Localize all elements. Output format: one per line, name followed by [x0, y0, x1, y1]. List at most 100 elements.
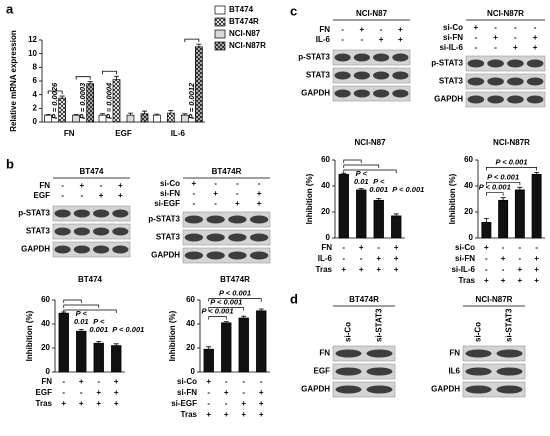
treatment-sign: -: [475, 33, 478, 42]
annotation: P <: [356, 169, 368, 178]
treatment-sign: +: [474, 23, 479, 32]
error-bar: [45, 114, 51, 116]
treatment-sign: +: [518, 265, 523, 274]
y-tick-label: 0: [33, 117, 38, 126]
blot-band: [249, 233, 269, 242]
blot-band: [496, 367, 523, 376]
treatment-label: si-Co: [455, 243, 475, 252]
y-tick-label: 60: [186, 295, 195, 304]
chart-title: BT474: [78, 275, 103, 284]
treatment-sign: -: [61, 191, 64, 200]
bar: [93, 342, 104, 373]
blot-title: BT474R: [349, 295, 379, 304]
treatment-sign: -: [341, 35, 344, 44]
blot-band: [526, 77, 544, 86]
treatment-sign: -: [236, 189, 239, 198]
blot-band: [353, 53, 370, 62]
bar: [152, 114, 161, 123]
bracket: [343, 169, 397, 173]
blot-band: [507, 77, 524, 86]
blot-band: [334, 71, 351, 80]
blot-strip: [465, 55, 546, 72]
lane-label: si-STAT3: [505, 308, 514, 342]
treatment-sign: -: [225, 377, 228, 386]
error-bar: [500, 197, 506, 201]
treatment-label: Tras: [181, 410, 198, 419]
treatment-sign: -: [342, 243, 345, 252]
treatment-sign: -: [80, 388, 83, 397]
blot-band: [366, 367, 393, 376]
chart-title: NCI-N87R: [493, 138, 530, 147]
treatment-sign: -: [519, 243, 522, 252]
blot-band: [249, 215, 269, 224]
error-bar: [517, 186, 523, 190]
y-tick-label: 2: [33, 103, 38, 112]
annotation: P <: [373, 177, 385, 186]
treatment-sign: +: [394, 265, 399, 274]
treatment-sign: -: [485, 254, 488, 263]
bar: [58, 97, 67, 123]
bracket: [343, 164, 380, 168]
treatment-sign: +: [259, 410, 264, 419]
error-bar: [393, 213, 399, 216]
treatment-label: Tras: [36, 399, 53, 408]
error-bar: [87, 81, 93, 84]
blot-band: [366, 349, 393, 358]
blot-band: [467, 59, 485, 68]
treatment-label: FN: [319, 25, 330, 34]
blot-band: [206, 233, 225, 242]
legend-label: NCI-N87: [229, 29, 261, 38]
bracket: [184, 38, 200, 43]
error-bar: [258, 308, 264, 311]
blot-strip: [182, 247, 271, 264]
treatment-sign: +: [257, 189, 262, 198]
blot-row-label: STAT3: [156, 233, 181, 242]
bar: [140, 113, 149, 123]
y-tick-label: 8: [33, 62, 38, 71]
blot-row-label: GAPDH: [431, 385, 460, 394]
blot-row-label: p-STAT3: [431, 59, 463, 68]
bracket: [486, 167, 537, 171]
y-tick-label: 0: [46, 367, 51, 376]
annotation: P = 0.0004: [104, 82, 113, 119]
annotation: P < 0.001: [487, 172, 519, 181]
blot-band: [373, 71, 390, 80]
blot-strip: [465, 73, 546, 90]
bar: [356, 189, 367, 239]
blot-strip: [332, 49, 411, 66]
annotation: 0.01: [354, 177, 369, 186]
blot-band: [228, 215, 247, 224]
y-tick-label: 6: [33, 76, 38, 85]
treatment-label: FN: [41, 377, 52, 386]
treatment-label: si-EGF: [171, 399, 197, 408]
treatment-sign: +: [259, 399, 264, 408]
bracket: [208, 298, 262, 302]
blot-band: [184, 215, 204, 224]
error-bar: [113, 343, 119, 346]
treatment-sign: +: [96, 388, 101, 397]
bar: [531, 173, 542, 239]
y-tick-label: 20: [321, 207, 330, 216]
treatment-sign: -: [258, 179, 261, 188]
y-tick-label: 0: [326, 233, 331, 242]
treatment-sign: +: [360, 25, 365, 34]
treatment-label: FN: [321, 243, 332, 252]
blot-band: [465, 349, 492, 358]
blot-band: [526, 95, 544, 104]
treatment-sign: -: [193, 199, 196, 208]
treatment-sign: -: [361, 35, 364, 44]
treatment-sign: +: [213, 189, 218, 198]
blot-band: [73, 209, 90, 218]
blot-band: [73, 227, 90, 236]
x-tick-label: FN: [64, 129, 75, 138]
bar: [391, 215, 402, 239]
treatment-sign: -: [494, 23, 497, 32]
blot-band: [467, 77, 485, 86]
treatment-sign: -: [100, 181, 103, 190]
blot-strip: [52, 205, 131, 222]
annotation: P < 0.001: [392, 185, 424, 194]
treatment-label: si-IL-6: [439, 43, 463, 52]
blot-band: [228, 251, 247, 260]
treatment-sign: -: [514, 23, 517, 32]
blot-band: [526, 59, 544, 68]
